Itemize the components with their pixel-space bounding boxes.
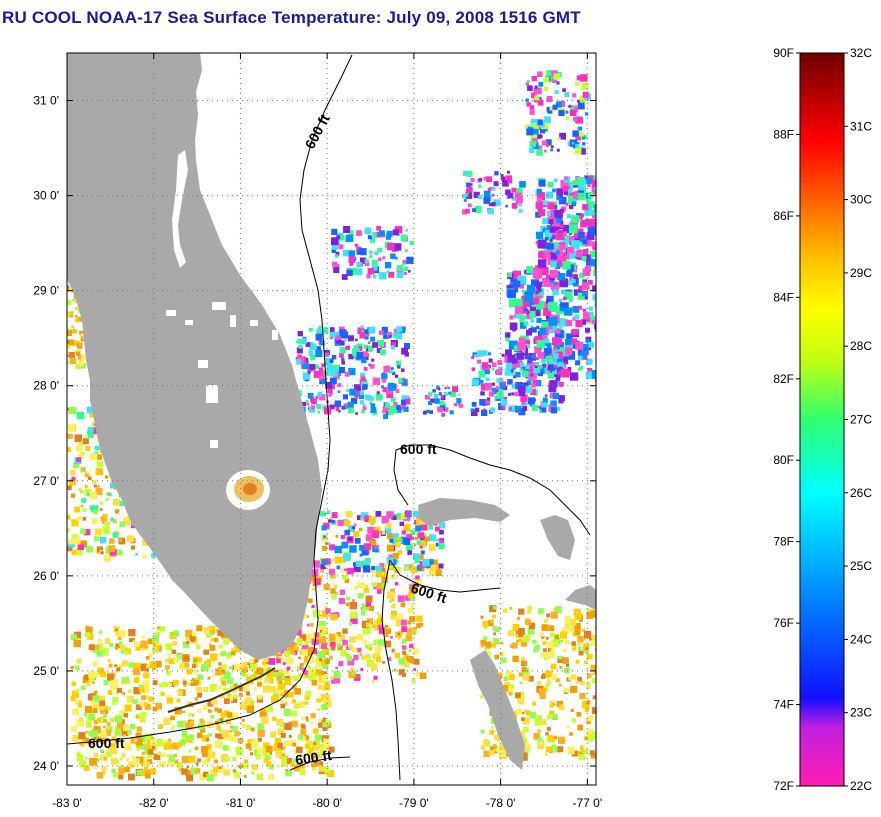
y-tick-label: 30 0': [33, 189, 59, 203]
y-tick-label: 31 0': [33, 94, 59, 108]
colorbar-f-label: 90F: [773, 46, 794, 60]
contour-label: 600 ft: [88, 735, 125, 751]
colorbar-fahrenheit-scale: 90F 88F 86F 84F 82F 80F 78F 76F 74F 72F: [773, 46, 800, 793]
colorbar-f-label: 76F: [773, 616, 794, 630]
grand-bahama-land: [418, 498, 510, 526]
colorbar-celsius-scale: 32C 31C 30C 29C 28C 27C 26C 25C 24C 23C 22C: [844, 46, 872, 793]
abaco-land: [540, 515, 575, 560]
x-tick-label: -83 0': [52, 796, 82, 810]
colorbar-c-label: 26C: [850, 486, 872, 500]
x-axis: -83 0' -82 0' -81 0' -80 0' -79 0' -78 0' -77 …: [52, 53, 602, 810]
x-tick-label: -77 0': [572, 796, 602, 810]
colorbar-f-label: 78F: [773, 535, 794, 549]
florida-land: [67, 53, 322, 660]
north-florida-land: [67, 53, 200, 265]
colorbar-c-label: 31C: [850, 119, 872, 133]
colorbar-f-label: 88F: [773, 127, 794, 141]
y-tick-label: 27 0': [33, 474, 59, 488]
y-axis: 31 0' 30 0' 29 0' 28 0' 27 0' 26 0' 25 0' 24 0': [33, 94, 596, 773]
colorbar-c-label: 25C: [850, 559, 872, 573]
y-tick-label: 25 0': [33, 664, 59, 678]
colorbar-f-label: 86F: [773, 209, 794, 223]
colorbar-c-label: 32C: [850, 46, 872, 60]
colorbar-f-label: 82F: [773, 372, 794, 386]
map-title: RU COOL NOAA-17 Sea Surface Temperature:…: [2, 8, 581, 27]
florida-keys: [167, 667, 276, 713]
colorbar-c-label: 30C: [850, 193, 872, 207]
colorbar-c-label: 22C: [850, 779, 872, 793]
isobath-contours: [67, 54, 591, 781]
map-plot-area: [67, 53, 596, 785]
colorbar-c-label: 28C: [850, 339, 872, 353]
map-grid: [67, 53, 596, 785]
eleuthera-land: [565, 585, 596, 610]
x-tick-label: -80 0': [312, 796, 342, 810]
colorbar-c-label: 27C: [850, 413, 872, 427]
colorbar: 90F 88F 86F 84F 82F 80F 78F 76F 74F 72F 32C 31C 30C…: [773, 46, 872, 793]
contour-label: 600 ft: [400, 441, 437, 457]
map-frame: [66, 52, 597, 786]
colorbar-gradient: [799, 52, 845, 787]
colorbar-f-label: 74F: [773, 698, 794, 712]
inland-lakes: [166, 150, 278, 448]
contour-label: 600 ft: [294, 747, 333, 768]
colorbar-f-label: 80F: [773, 453, 794, 467]
y-tick-label: 29 0': [33, 284, 59, 298]
y-tick-label: 28 0': [33, 379, 59, 393]
x-tick-label: -81 0': [226, 796, 256, 810]
y-tick-label: 24 0': [33, 759, 59, 773]
colorbar-c-label: 29C: [850, 266, 872, 280]
x-tick-label: -78 0': [486, 796, 516, 810]
y-tick-label: 26 0': [33, 569, 59, 583]
andros-land: [470, 650, 525, 770]
colorbar-f-label: 72F: [773, 779, 794, 793]
colorbar-f-label: 84F: [773, 290, 794, 304]
x-tick-label: -79 0': [399, 796, 429, 810]
colorbar-c-label: 24C: [850, 632, 872, 646]
colorbar-c-label: 23C: [850, 706, 872, 720]
x-tick-label: -82 0': [139, 796, 169, 810]
